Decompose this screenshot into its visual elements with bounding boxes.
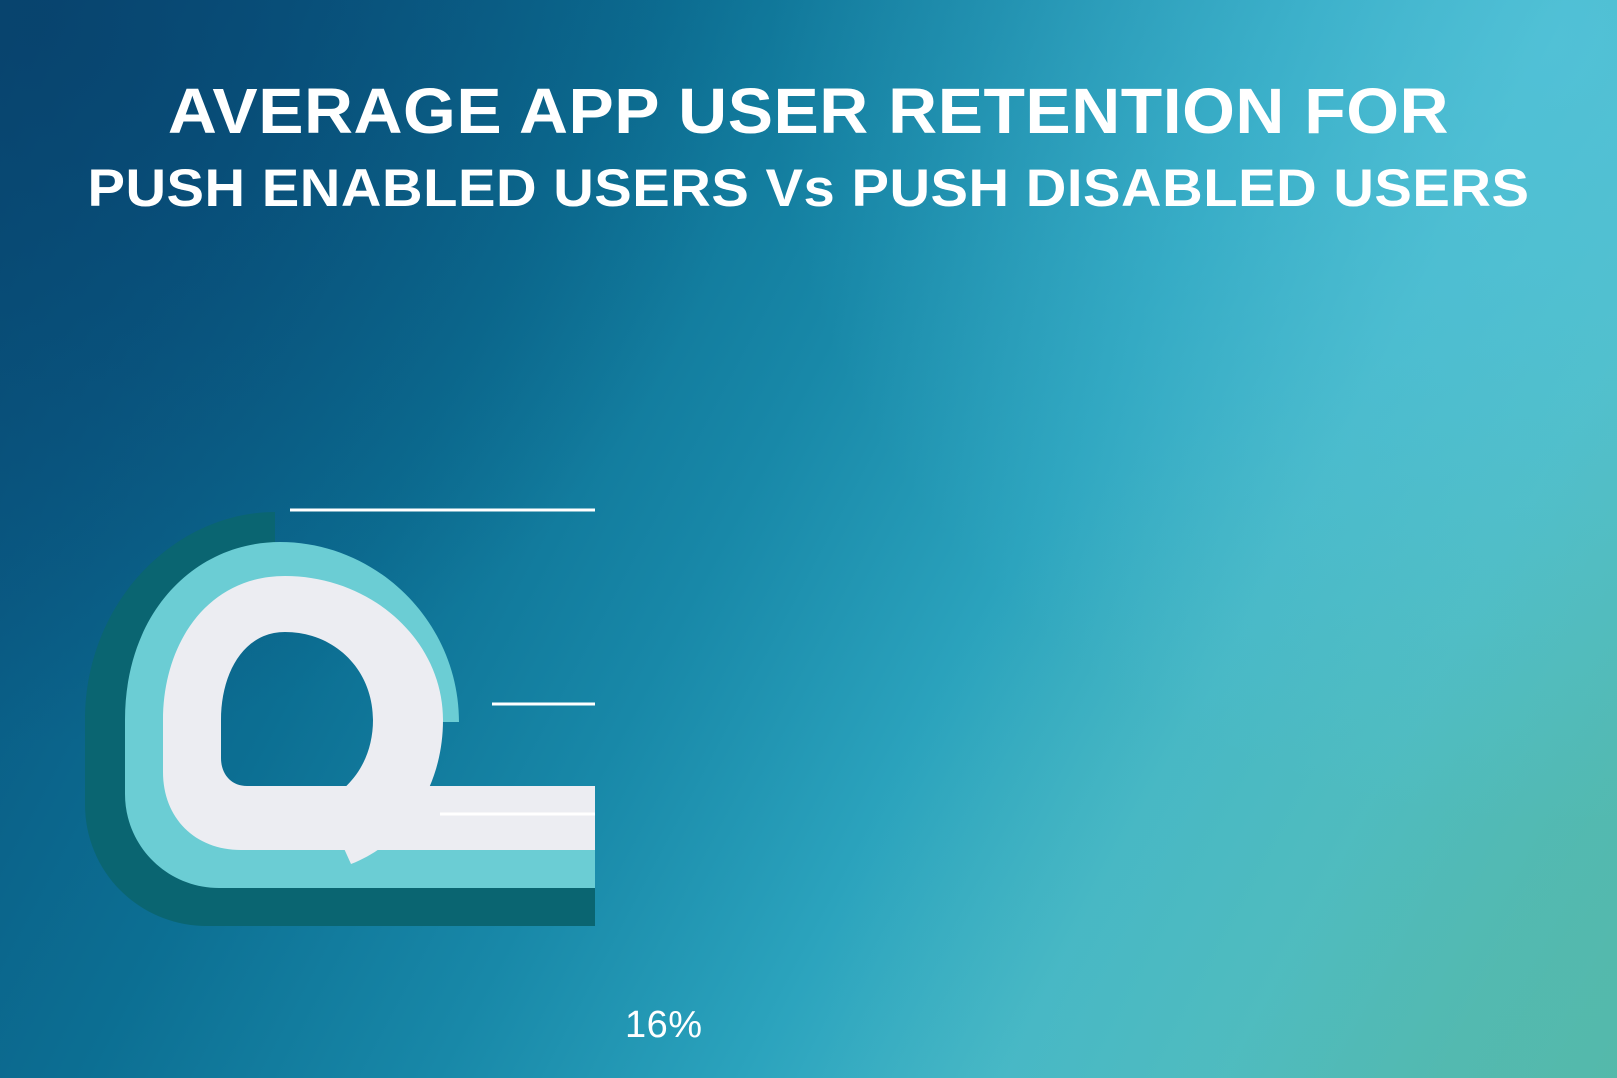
- title-block: AVERAGE APP USER RETENTION FOR PUSH ENAB…: [0, 76, 1617, 220]
- value-label-month-3-left: 16%: [625, 1004, 703, 1046]
- chart-push-enabled-users: [85, 508, 595, 926]
- page-title-line-1: AVERAGE APP USER RETENTION FOR: [167, 75, 1450, 147]
- arc-month-1-left: [163, 576, 595, 864]
- page-title-line-2: PUSH ENABLED USERS Vs PUSH DISABLED USER…: [87, 159, 1530, 218]
